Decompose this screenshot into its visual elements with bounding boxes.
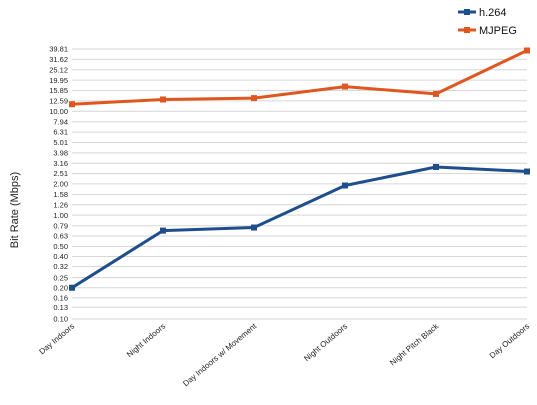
x-axis-ticks: Day Indoors Night Indoors Day Indoors w/ M… <box>37 321 531 388</box>
data-point-h264 <box>69 284 75 291</box>
y-tick-label: 12.59 <box>49 97 68 106</box>
y-tick-label: 31.62 <box>49 55 68 64</box>
y-axis-label: Bit Rate (Mbps) <box>9 172 21 248</box>
y-tick-label: 0.10 <box>53 315 68 324</box>
y-tick-label: 6.31 <box>53 128 68 137</box>
data-point-h264 <box>342 182 348 189</box>
legend-label-h264: h.264 <box>479 7 507 19</box>
data-point-h264 <box>433 163 439 170</box>
y-tick-label: 25.12 <box>49 65 68 74</box>
data-point-mjpeg <box>342 83 348 90</box>
legend-entry-mjpeg: MJPEG <box>458 25 517 37</box>
y-tick-label: 0.63 <box>53 232 68 241</box>
legend-entry-h264: h.264 <box>458 7 507 19</box>
y-tick-label: 0.25 <box>53 273 68 282</box>
x-tick-label: Night Pitch Black <box>388 321 441 367</box>
data-point-mjpeg <box>160 96 166 103</box>
y-tick-label: 1.26 <box>53 200 68 209</box>
y-tick-label: 1.00 <box>53 211 68 220</box>
data-point-h264 <box>160 227 166 234</box>
y-tick-label: 2.51 <box>53 169 68 178</box>
y-tick-label: 7.94 <box>53 117 68 126</box>
y-tick-label: 0.16 <box>53 293 68 302</box>
x-tick-label: Night Outdoors <box>302 322 349 363</box>
y-axis-ticks: 0.10 0.130.160.200.25 0.320.400.500.63 0.79… <box>49 45 68 324</box>
y-tick-label: 19.95 <box>49 76 68 85</box>
y-tick-label: 3.16 <box>53 159 68 168</box>
y-tick-label: 1.58 <box>53 190 68 199</box>
x-tick-label: Day Indoors w/ Movement <box>181 321 259 388</box>
series-line-mjpeg <box>71 49 528 106</box>
y-tick-label: 5.01 <box>53 138 68 147</box>
y-tick-label: 0.40 <box>53 252 68 261</box>
y-tick-label: 0.13 <box>53 303 68 312</box>
data-point-mjpeg <box>251 95 257 102</box>
y-tick-label: 3.98 <box>53 148 68 157</box>
data-point-mjpeg <box>524 47 530 54</box>
series-lines <box>69 47 530 291</box>
y-tick-label: 10.00 <box>49 107 68 116</box>
y-tick-label: 0.50 <box>53 242 68 251</box>
y-tick-label: 15.85 <box>49 86 68 95</box>
y-tick-label: 39.81 <box>49 45 68 54</box>
y-tick-label: 0.20 <box>53 283 68 292</box>
x-tick-label: Night Indoors <box>125 322 167 359</box>
legend: h.264 MJPEG <box>458 7 517 37</box>
data-point-mjpeg <box>69 101 75 108</box>
data-point-h264 <box>251 224 257 231</box>
legend-label-mjpeg: MJPEG <box>479 25 517 37</box>
y-tick-label: 2.00 <box>53 179 68 188</box>
grid <box>72 48 527 320</box>
x-tick-label: Day Indoors <box>37 322 76 357</box>
y-tick-label: 0.79 <box>53 221 68 230</box>
x-tick-label: Day Outdoors <box>488 322 532 361</box>
series-line-h264 <box>71 165 528 289</box>
data-point-mjpeg <box>433 90 439 97</box>
y-tick-label: 0.32 <box>53 262 68 271</box>
data-point-h264 <box>524 168 530 175</box>
